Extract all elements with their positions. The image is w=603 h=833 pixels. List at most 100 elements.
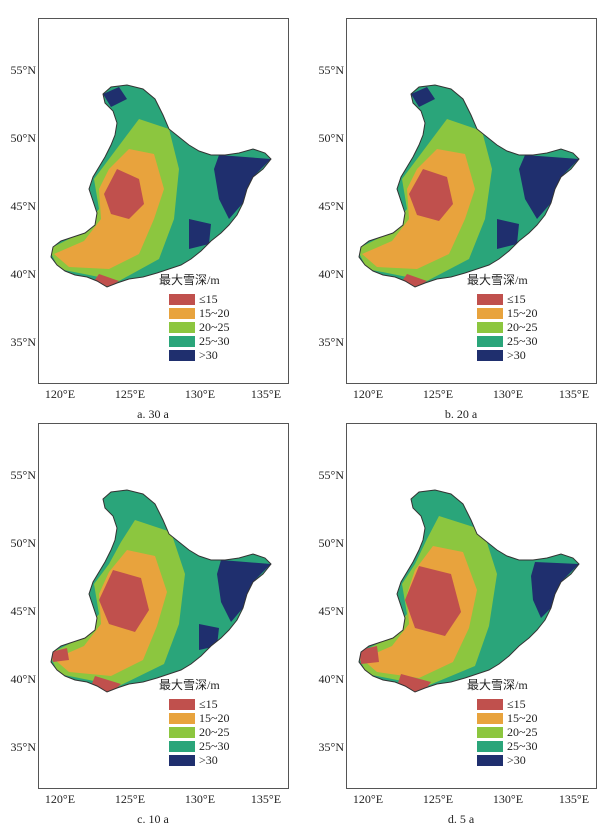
legend-swatch bbox=[169, 308, 195, 319]
legend-title: 最大雪深/m bbox=[159, 678, 220, 692]
legend-swatch bbox=[477, 322, 503, 333]
legend-item: ≤15 bbox=[169, 292, 279, 306]
map-frame: 最大雪深/m ≤15 15~20 20~25 25~30 >30 bbox=[346, 423, 597, 789]
legend-swatch bbox=[477, 755, 503, 766]
legend-swatch bbox=[169, 350, 195, 361]
lat-tick: 45°N bbox=[318, 604, 344, 618]
legend-label: 15~20 bbox=[507, 711, 538, 725]
legend-swatch bbox=[477, 727, 503, 738]
snow-depth-map-10a bbox=[50, 489, 272, 693]
lon-tick: 125°E bbox=[422, 792, 454, 806]
lon-tick: 130°E bbox=[184, 792, 216, 806]
legend-swatch bbox=[169, 713, 195, 724]
legend-label: ≤15 bbox=[199, 697, 218, 711]
lat-tick: 55°N bbox=[318, 63, 344, 77]
legend-swatch bbox=[477, 294, 503, 305]
snow-depth-map-20a bbox=[358, 84, 580, 288]
lat-tick: 50°N bbox=[318, 131, 344, 145]
lat-tick: 45°N bbox=[10, 199, 36, 213]
region-gt30-east bbox=[214, 155, 271, 219]
legend-swatch bbox=[477, 336, 503, 347]
region-gt30-south bbox=[189, 219, 211, 249]
panel-caption: d. 5 a bbox=[447, 812, 475, 826]
map-frame: 最大雪深/m ≤15 15~20 20~25 25~30 >30 bbox=[38, 18, 289, 384]
legend-item: 15~20 bbox=[477, 711, 587, 725]
region-outline bbox=[50, 84, 272, 288]
lon-tick: 135°E bbox=[250, 792, 282, 806]
legend-item: 15~20 bbox=[477, 306, 587, 320]
legend-swatch bbox=[169, 699, 195, 710]
map-panel-b: 最大雪深/m ≤15 15~20 20~25 25~30 >30 55°N 50… bbox=[319, 18, 597, 423]
lat-tick: 50°N bbox=[10, 131, 36, 145]
snow-depth-map-5a bbox=[358, 489, 580, 693]
panel-caption: c. 10 a bbox=[137, 812, 169, 826]
legend-item: 15~20 bbox=[169, 711, 279, 725]
legend-swatch bbox=[477, 350, 503, 361]
legend-item: >30 bbox=[477, 348, 587, 362]
lon-tick: 120°E bbox=[44, 792, 76, 806]
legend-swatch bbox=[477, 699, 503, 710]
lat-tick: 40°N bbox=[318, 672, 344, 686]
legend-label: ≤15 bbox=[507, 292, 526, 306]
legend-title: 最大雪深/m bbox=[467, 273, 528, 287]
legend-label: 15~20 bbox=[199, 306, 230, 320]
region-gt30-east bbox=[531, 562, 579, 618]
lat-tick: 55°N bbox=[10, 63, 36, 77]
region-gt30-east bbox=[217, 560, 271, 622]
legend-item: >30 bbox=[477, 753, 587, 767]
lat-tick: 35°N bbox=[10, 740, 36, 754]
legend: 最大雪深/m ≤15 15~20 20~25 25~30 >30 bbox=[467, 676, 587, 768]
legend-label: 15~20 bbox=[199, 711, 230, 725]
lat-tick: 40°N bbox=[10, 672, 36, 686]
legend-item: 25~30 bbox=[477, 739, 587, 753]
lat-tick: 35°N bbox=[318, 335, 344, 349]
region-le15 bbox=[104, 169, 144, 219]
legend: 最大雪深/m ≤15 15~20 20~25 25~30 >30 bbox=[467, 271, 587, 363]
region-le15-coast bbox=[402, 274, 427, 287]
region-le15 bbox=[409, 169, 453, 221]
map-panel-a: 最大雪深/m ≤15 15~20 20~25 25~30 >30 55°N 50… bbox=[11, 18, 289, 423]
legend-item: ≤15 bbox=[477, 697, 587, 711]
lon-tick: 135°E bbox=[558, 387, 590, 401]
legend-label: 20~25 bbox=[507, 725, 538, 739]
legend-swatch bbox=[169, 727, 195, 738]
region-le15-west bbox=[359, 646, 379, 664]
legend-title: 最大雪深/m bbox=[159, 273, 220, 287]
lon-tick: 130°E bbox=[492, 792, 524, 806]
snow-depth-map-30a bbox=[50, 84, 272, 288]
lat-tick: 40°N bbox=[318, 267, 344, 281]
lon-tick: 125°E bbox=[422, 387, 454, 401]
lat-tick: 40°N bbox=[10, 267, 36, 281]
legend-title: 最大雪深/m bbox=[467, 678, 528, 692]
lon-tick: 120°E bbox=[44, 387, 76, 401]
legend-swatch bbox=[477, 308, 503, 319]
region-gt30-south bbox=[199, 624, 219, 650]
legend-swatch bbox=[169, 755, 195, 766]
lat-tick: 35°N bbox=[10, 335, 36, 349]
legend-label: 20~25 bbox=[199, 320, 230, 334]
map-frame: 最大雪深/m ≤15 15~20 20~25 25~30 >30 bbox=[346, 18, 597, 384]
legend-label: 25~30 bbox=[507, 739, 538, 753]
lat-tick: 50°N bbox=[318, 536, 344, 550]
lat-tick: 35°N bbox=[318, 740, 344, 754]
region-gt30-north bbox=[103, 87, 127, 107]
legend-swatch bbox=[169, 741, 195, 752]
panel-caption: a. 30 a bbox=[137, 407, 169, 421]
lon-tick: 135°E bbox=[250, 387, 282, 401]
panel-caption: b. 20 a bbox=[444, 407, 478, 421]
region-gt30-south bbox=[497, 219, 519, 249]
legend-label: >30 bbox=[199, 753, 218, 767]
region-le15 bbox=[99, 570, 149, 632]
map-panel-c: 最大雪深/m ≤15 15~20 20~25 25~30 >30 55°N 50… bbox=[11, 423, 289, 828]
legend-item: ≤15 bbox=[477, 292, 587, 306]
lon-tick: 130°E bbox=[492, 387, 524, 401]
legend-label: 25~30 bbox=[199, 334, 230, 348]
map-panel-d: 最大雪深/m ≤15 15~20 20~25 25~30 >30 55°N 50… bbox=[319, 423, 597, 828]
legend-label: ≤15 bbox=[199, 292, 218, 306]
legend: 最大雪深/m ≤15 15~20 20~25 25~30 >30 bbox=[159, 676, 279, 768]
legend-item: >30 bbox=[169, 348, 279, 362]
lat-tick: 50°N bbox=[10, 536, 36, 550]
region-outline bbox=[358, 84, 580, 288]
lat-tick: 45°N bbox=[10, 604, 36, 618]
legend-label: >30 bbox=[507, 753, 526, 767]
